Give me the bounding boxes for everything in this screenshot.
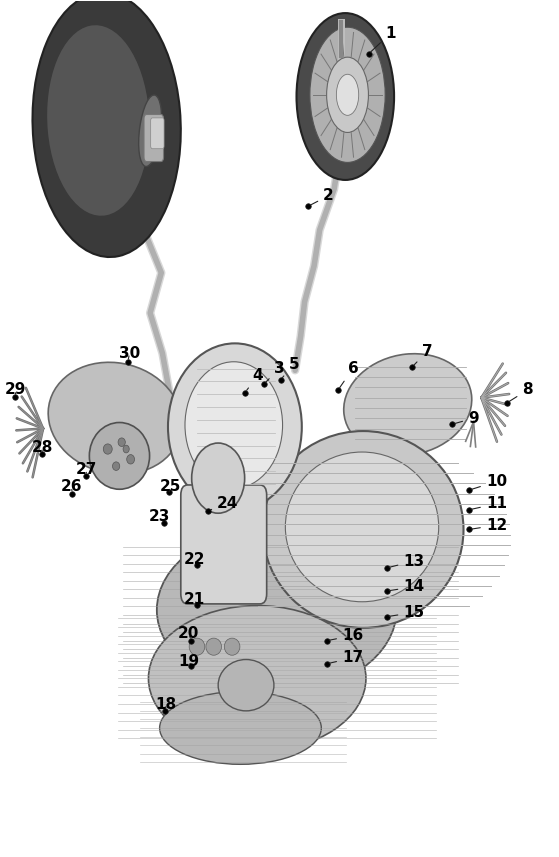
- Text: 28: 28: [31, 440, 53, 455]
- Text: 15: 15: [389, 605, 424, 620]
- Ellipse shape: [157, 526, 396, 693]
- Ellipse shape: [127, 454, 135, 464]
- Text: 16: 16: [330, 628, 363, 643]
- Ellipse shape: [218, 660, 274, 710]
- Ellipse shape: [326, 57, 368, 133]
- Ellipse shape: [46, 25, 150, 217]
- Text: 6: 6: [340, 361, 358, 387]
- Ellipse shape: [118, 438, 125, 446]
- Ellipse shape: [263, 431, 463, 628]
- Text: 17: 17: [330, 650, 363, 665]
- Text: 1: 1: [371, 26, 396, 51]
- Text: 13: 13: [389, 554, 424, 569]
- Text: 5: 5: [282, 357, 299, 378]
- Text: 24: 24: [211, 496, 239, 512]
- Ellipse shape: [185, 362, 282, 488]
- Text: 20: 20: [178, 626, 200, 641]
- Ellipse shape: [310, 27, 385, 163]
- Ellipse shape: [337, 75, 359, 116]
- Text: 3: 3: [266, 361, 285, 382]
- FancyBboxPatch shape: [144, 115, 164, 162]
- Text: 19: 19: [178, 654, 199, 668]
- Text: 27: 27: [76, 462, 97, 477]
- Ellipse shape: [112, 462, 120, 470]
- Ellipse shape: [285, 452, 439, 602]
- Ellipse shape: [296, 13, 394, 180]
- Ellipse shape: [344, 354, 472, 455]
- Text: 2: 2: [311, 189, 334, 205]
- Text: 8: 8: [509, 382, 533, 401]
- Text: 26: 26: [61, 479, 82, 494]
- Text: 18: 18: [156, 697, 177, 711]
- Ellipse shape: [168, 344, 302, 510]
- Text: 22: 22: [183, 552, 205, 567]
- Text: 7: 7: [414, 344, 432, 365]
- Ellipse shape: [224, 638, 240, 656]
- Text: 4: 4: [247, 368, 263, 390]
- FancyBboxPatch shape: [151, 118, 164, 149]
- Text: 10: 10: [472, 474, 507, 489]
- Ellipse shape: [149, 606, 366, 751]
- FancyBboxPatch shape: [181, 485, 267, 604]
- Text: 23: 23: [149, 509, 170, 524]
- Ellipse shape: [189, 638, 205, 656]
- Ellipse shape: [206, 638, 221, 656]
- Ellipse shape: [160, 692, 321, 764]
- Text: 30: 30: [119, 345, 140, 361]
- Text: 25: 25: [160, 479, 181, 494]
- Ellipse shape: [123, 445, 129, 452]
- Text: 11: 11: [472, 496, 507, 512]
- Ellipse shape: [48, 363, 182, 474]
- Text: 9: 9: [455, 411, 479, 426]
- Ellipse shape: [192, 443, 245, 513]
- Ellipse shape: [89, 423, 150, 489]
- Ellipse shape: [103, 444, 112, 454]
- Ellipse shape: [32, 0, 181, 257]
- Text: 21: 21: [183, 592, 205, 607]
- Ellipse shape: [139, 95, 162, 166]
- Text: 14: 14: [389, 579, 424, 594]
- Text: 29: 29: [5, 382, 26, 398]
- Text: 12: 12: [472, 518, 507, 533]
